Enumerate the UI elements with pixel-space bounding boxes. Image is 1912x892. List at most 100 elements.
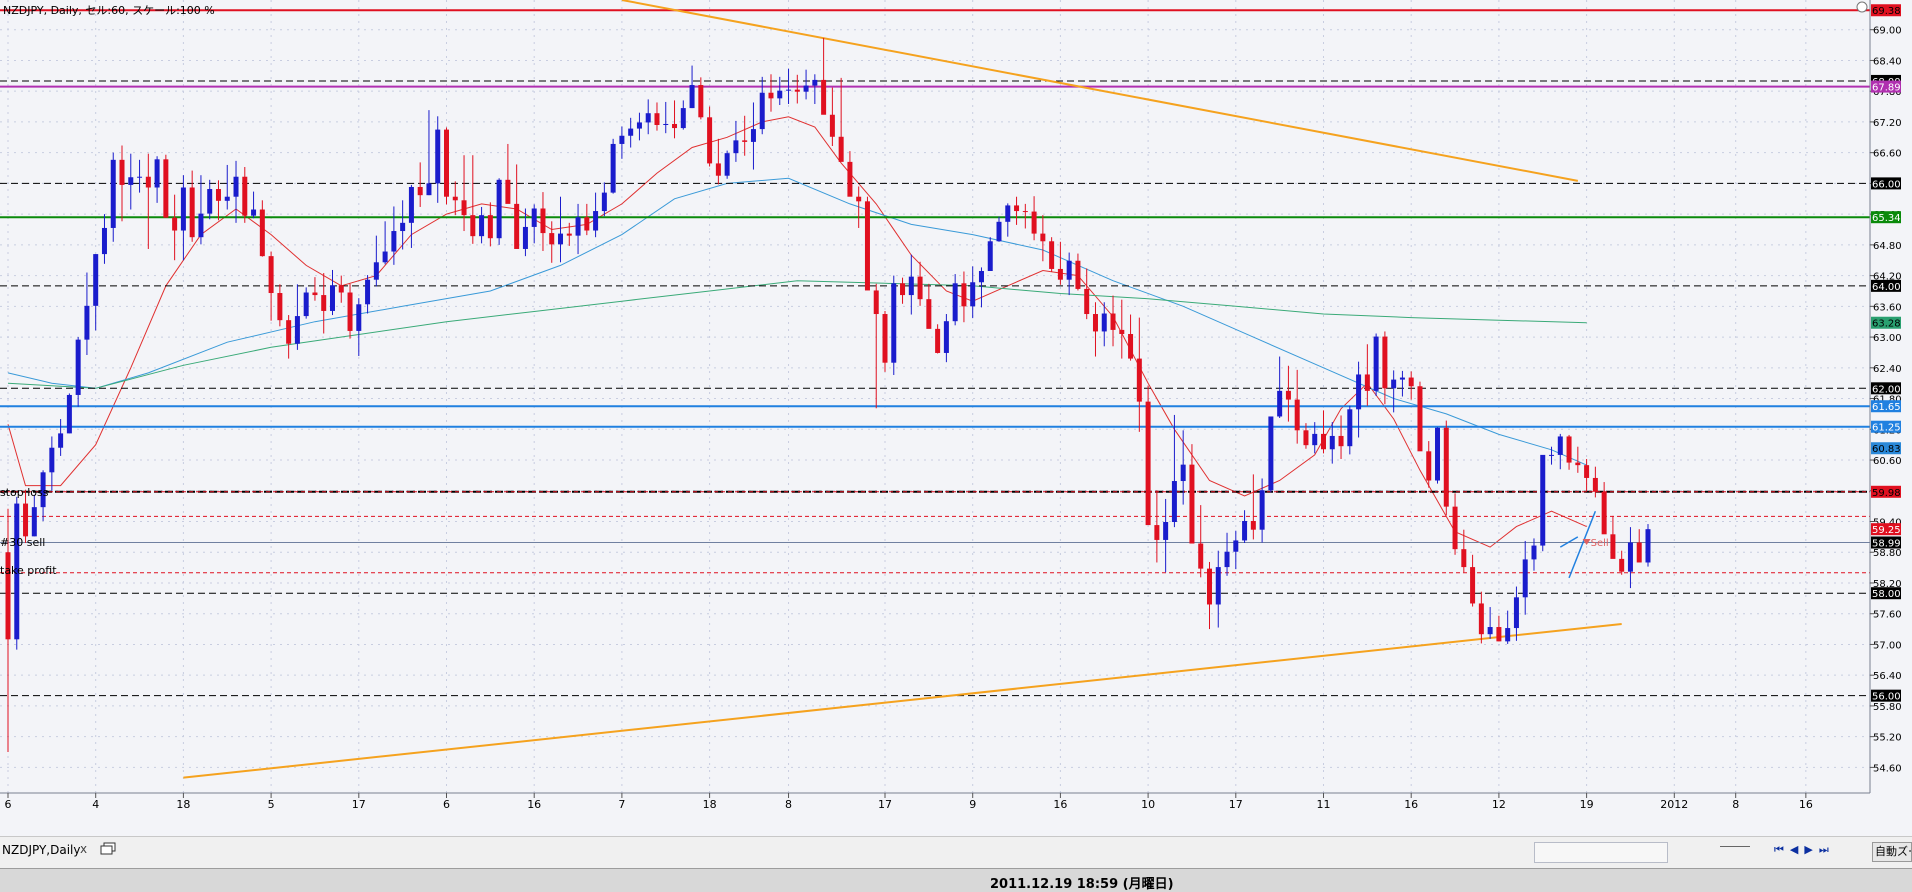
- candle-body: [987, 241, 993, 271]
- candle-body: [137, 176, 143, 178]
- candle-body: [233, 176, 239, 197]
- candle-body: [1592, 477, 1598, 492]
- candle-body: [996, 221, 1002, 242]
- tab-close-icon[interactable]: x: [80, 842, 88, 856]
- candle-body: [724, 153, 730, 176]
- scroll-area[interactable]: [1534, 842, 1668, 863]
- y-tick-label: 64.80: [1873, 241, 1902, 252]
- candle-body: [1294, 399, 1300, 431]
- candle-body: [856, 196, 862, 202]
- candle-body: [1224, 551, 1230, 568]
- candle-body: [1470, 567, 1476, 604]
- candle-body: [1443, 427, 1449, 507]
- y-tick-label: 69.00: [1873, 26, 1902, 37]
- candle-body: [900, 283, 906, 296]
- candle-body: [84, 305, 90, 340]
- x-tick-label: 6: [5, 798, 12, 811]
- candle-body: [1075, 260, 1081, 289]
- chart-navigation: ⏮ ◀ ▶ ⏭: [1774, 843, 1829, 857]
- prev-page-icon[interactable]: ◀: [1789, 843, 1799, 856]
- candle-body: [558, 233, 564, 245]
- price-label-box: [1871, 485, 1901, 498]
- candle-body: [584, 217, 590, 231]
- corner-close-icon[interactable]: [1856, 1, 1868, 13]
- candle-body: [277, 293, 283, 321]
- auto-zoom-button[interactable]: 自動ズーム: [1872, 842, 1912, 862]
- next-page-icon[interactable]: ▶: [1804, 843, 1813, 856]
- candle-body: [672, 123, 678, 129]
- x-tick-label: 8: [785, 798, 792, 811]
- candle-body: [680, 108, 686, 129]
- price-label-text: 67.89: [1872, 83, 1901, 94]
- candle-body: [514, 203, 520, 249]
- candle-body: [1364, 374, 1370, 391]
- candle-body: [294, 316, 300, 344]
- x-tick-label: 17: [352, 798, 366, 811]
- chart-background: [0, 0, 1870, 793]
- candle-body: [14, 503, 20, 640]
- candle-body: [163, 159, 169, 218]
- window-icon[interactable]: [100, 842, 116, 855]
- candle-body: [1522, 559, 1528, 598]
- candle-body: [1119, 329, 1125, 335]
- candle-body: [1391, 379, 1397, 389]
- scroll-thumb[interactable]: [1720, 846, 1750, 847]
- candle-body: [1084, 288, 1090, 315]
- candle-body: [698, 85, 704, 118]
- price-label-box: [1871, 316, 1901, 329]
- order-label: #30 sell: [0, 536, 45, 549]
- candle-body: [1417, 386, 1423, 452]
- x-tick-label: 16: [1053, 798, 1067, 811]
- candle-body: [1110, 313, 1116, 330]
- x-tick-label: 2012: [1660, 798, 1688, 811]
- horizontal-lines: [0, 9, 1870, 697]
- y-tick-label: 57.00: [1873, 640, 1902, 651]
- candle-body: [1549, 454, 1555, 456]
- price-label-text: 58.00: [1872, 589, 1901, 600]
- candle-body: [1040, 233, 1046, 242]
- candle-body: [838, 136, 844, 162]
- candle-body: [391, 231, 397, 252]
- candle-body: [312, 292, 318, 296]
- candle-body: [1645, 529, 1651, 563]
- y-tick-label: 63.60: [1873, 302, 1902, 313]
- candle-body: [408, 186, 414, 223]
- y-tick-label: 64.20: [1873, 272, 1902, 283]
- price-label-text: 65.34: [1872, 213, 1901, 224]
- candle-body: [1408, 377, 1414, 387]
- y-tick-label: 55.20: [1873, 733, 1902, 744]
- last-page-icon[interactable]: ⏭: [1818, 843, 1829, 856]
- candle-body: [1566, 436, 1572, 463]
- candle-body: [1259, 490, 1265, 530]
- candle-body: [215, 189, 221, 201]
- first-page-icon[interactable]: ⏮: [1774, 843, 1784, 856]
- candle-body: [750, 129, 756, 142]
- x-tick-label: 7: [618, 798, 625, 811]
- chart-title: NZDJPY, Daily, セル:60, スケール:100 %: [3, 4, 215, 17]
- candle-body: [1610, 534, 1616, 559]
- x-tick-label: 16: [527, 798, 541, 811]
- price-label-box: [1871, 211, 1901, 224]
- candle-body: [251, 209, 257, 216]
- candle-body: [452, 196, 458, 201]
- candle-body: [566, 233, 572, 236]
- price-label-text: 69.38: [1872, 6, 1901, 17]
- candle-body: [768, 92, 774, 99]
- candle-body: [242, 176, 248, 216]
- ma-slow-line: [7, 280, 1587, 389]
- candle-body: [864, 201, 870, 291]
- candle-body: [549, 233, 555, 245]
- x-tick-label: 11: [1317, 798, 1331, 811]
- candle-body: [1285, 390, 1291, 400]
- moving-averages: [7, 116, 1587, 548]
- price-label-text: 58.99: [1872, 538, 1901, 549]
- candle-body: [663, 123, 669, 125]
- candle-body: [426, 183, 432, 196]
- x-tick-label: 17: [1229, 798, 1243, 811]
- candle-body: [435, 129, 441, 184]
- candle-body: [1101, 313, 1107, 332]
- candle-body: [926, 299, 932, 329]
- flag-line: [1568, 510, 1597, 579]
- tab-nzdjpy-daily[interactable]: NZDJPY,Daily: [2, 843, 81, 857]
